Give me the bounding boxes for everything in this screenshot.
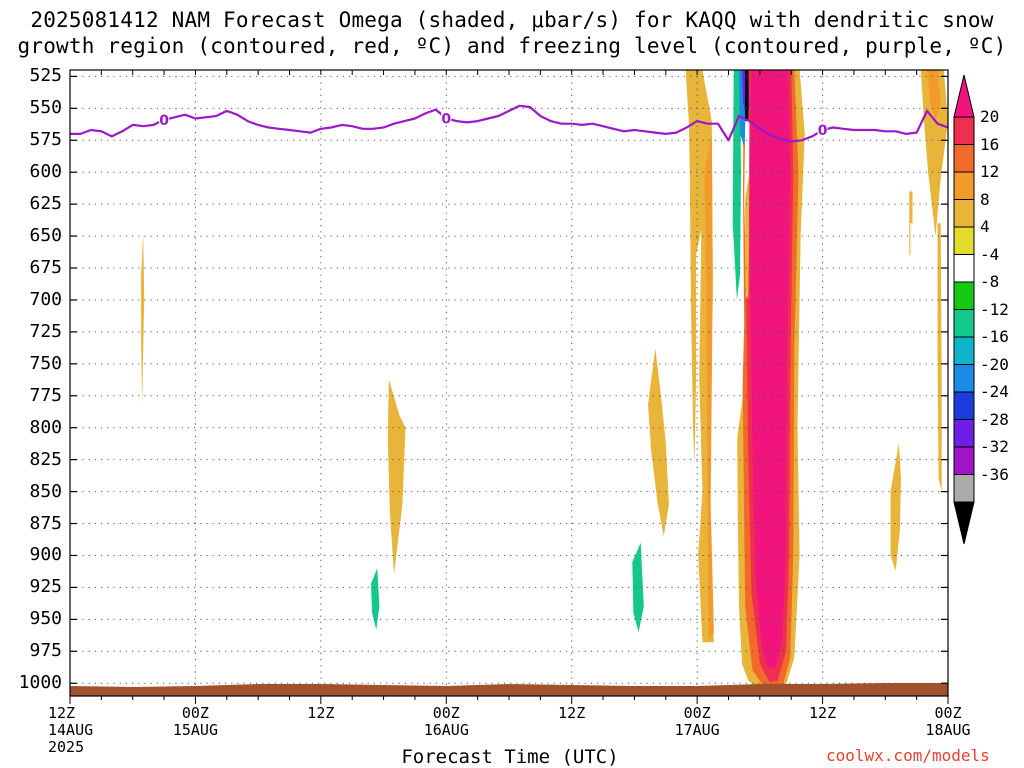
colorbar-over-arrow <box>953 74 975 118</box>
plot-frame <box>69 69 949 704</box>
freezing-level-line <box>70 104 949 143</box>
x-tick-label-4: 12Z <box>558 704 586 722</box>
source-credit: coolwx.com/models <box>826 746 990 765</box>
chart-title-line-1: 2025081412 NAM Forecast Omega (shaded, μ… <box>30 8 994 32</box>
y-tick-label-575: 575 <box>29 129 62 151</box>
freezing-label-bg-1 <box>441 110 452 125</box>
x-tick-label-6: 12Z <box>809 704 837 722</box>
y-tick-label-550: 550 <box>29 97 62 119</box>
colorbar-label-4: 4 <box>980 217 990 236</box>
colorbar-bin-8 <box>953 336 975 365</box>
omega-region-33 <box>937 223 942 492</box>
y-tick-label-975: 975 <box>29 640 62 662</box>
omega-region-26 <box>910 223 915 307</box>
colorbar-bin-7 <box>953 309 975 338</box>
y-tick-label-800: 800 <box>29 416 62 438</box>
y-tick-label-750: 750 <box>29 352 62 374</box>
y-tick-label-775: 775 <box>29 384 62 406</box>
colorbar-bin-9 <box>953 364 975 393</box>
colorbar-label-7: -12 <box>980 299 1009 319</box>
colorbar-label-8: -16 <box>980 327 1009 346</box>
y-tick-label-700: 700 <box>29 288 62 310</box>
colorbar-label-10: -24 <box>980 382 1009 401</box>
colorbar-bin-5 <box>953 254 975 283</box>
omega-region-9 <box>694 229 703 556</box>
colorbar-label-2: 12 <box>980 162 1000 181</box>
x-tick-label-5: 00Z 17AUG <box>674 704 720 739</box>
colorbar-label-0: 20 <box>980 107 1000 126</box>
freezing-label-0: 0 <box>159 113 169 129</box>
omega-region-29 <box>920 389 925 505</box>
colorbar-bin-6 <box>953 281 975 310</box>
colorbar-label-1: 16 <box>980 134 1000 154</box>
y-tick-label-825: 825 <box>29 448 62 470</box>
plot-gridlines <box>70 70 948 696</box>
freezing-level-contour: 0 0 0 <box>70 104 949 143</box>
y-tick-label-900: 900 <box>29 544 62 566</box>
colorbar-bin-11 <box>953 419 975 448</box>
y-tick-label-1000: 1000 <box>18 672 62 694</box>
x-tick-label-2: 12Z <box>307 704 335 722</box>
colorbar-bin-0 <box>953 116 975 145</box>
freezing-label-bg-2 <box>817 122 828 137</box>
colorbar-label-11: -28 <box>980 409 1009 429</box>
y-tick-label-675: 675 <box>29 257 62 279</box>
y-tick-label-875: 875 <box>29 512 62 534</box>
colorbar <box>953 74 975 545</box>
omega-region-23 <box>815 274 819 377</box>
y-tick-label-600: 600 <box>29 161 62 183</box>
y-tick-label-925: 925 <box>29 576 62 598</box>
y-tick-label-625: 625 <box>29 193 62 215</box>
omega-shaded-regions <box>124 70 948 694</box>
omega-region-32 <box>927 70 941 122</box>
colorbar-label-6: -8 <box>980 272 1000 291</box>
colorbar-bin-3 <box>953 199 975 228</box>
x-tick-label-1: 00Z 15AUG <box>172 704 218 739</box>
plot-border <box>69 69 949 697</box>
omega-region-22 <box>799 331 806 607</box>
x-tick-label-3: 00Z 16AUG <box>423 704 469 739</box>
ground-surface <box>70 683 948 696</box>
omega-region-2 <box>648 348 669 537</box>
omega-region-5 <box>371 568 380 630</box>
colorbar-bin-13 <box>953 474 975 503</box>
x-axis-title: Forecast Time (UTC) <box>401 746 619 768</box>
omega-region-1 <box>387 379 406 575</box>
colorbar-under-arrow <box>953 501 975 545</box>
colorbar-bin-4 <box>953 226 975 255</box>
omega-region-30 <box>876 614 896 633</box>
y-tick-label-650: 650 <box>29 225 62 247</box>
freezing-label-bg-0 <box>159 111 170 126</box>
omega-region-3 <box>124 552 142 652</box>
omega-region-0 <box>141 233 145 405</box>
colorbar-label-5: -4 <box>980 244 1000 264</box>
ground-band <box>70 683 948 696</box>
y-tick-label-850: 850 <box>29 480 62 502</box>
omega-region-14 <box>749 70 791 668</box>
omega-region-7 <box>632 542 644 633</box>
y-tick-label-725: 725 <box>29 320 62 342</box>
colorbar-label-12: -32 <box>980 437 1009 456</box>
colorbar-label-9: -20 <box>980 354 1009 374</box>
colorbar-label-13: -36 <box>980 464 1009 484</box>
chart-title-line-2: growth region (contoured, red, ºC) and f… <box>17 34 1007 58</box>
colorbar-bin-12 <box>953 446 975 475</box>
y-tick-label-525: 525 <box>29 65 62 87</box>
omega-region-28 <box>914 485 922 626</box>
y-tick-label-950: 950 <box>29 608 62 630</box>
freezing-label-1: 0 <box>441 112 451 128</box>
omega-region-10 <box>704 133 714 643</box>
freezing-label-2: 0 <box>818 123 828 139</box>
x-tick-label-7: 00Z 18AUG <box>925 704 971 739</box>
omega-region-25 <box>893 210 900 447</box>
omega-region-27 <box>890 443 901 571</box>
colorbar-bin-1 <box>953 144 975 173</box>
colorbar-bin-10 <box>953 391 975 420</box>
x-tick-label-0: 12Z 14AUG 2025 <box>48 704 94 756</box>
colorbar-label-3: 8 <box>980 189 990 209</box>
colorbar-bin-2 <box>953 171 975 200</box>
